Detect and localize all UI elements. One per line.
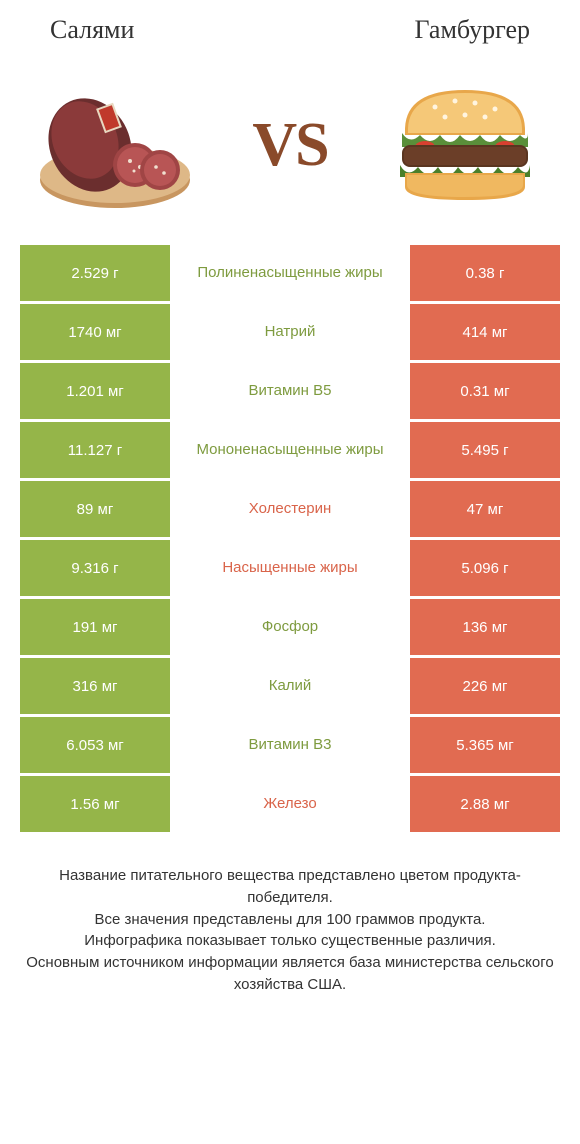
- right-value-cell: 226 мг: [410, 658, 560, 714]
- burger-image: [380, 75, 550, 215]
- table-row: 89 мгХолестерин47 мг: [20, 481, 560, 537]
- left-value-cell: 11.127 г: [20, 422, 170, 478]
- nutrient-label: Железо: [170, 776, 410, 832]
- vs-label: VS: [252, 110, 327, 181]
- table-row: 1.56 мгЖелезо2.88 мг: [20, 776, 560, 832]
- table-row: 9.316 гНасыщенные жиры5.096 г: [20, 540, 560, 596]
- nutrient-label: Насыщенные жиры: [170, 540, 410, 596]
- footnote: Название питательного вещества представл…: [0, 835, 580, 996]
- right-value-cell: 136 мг: [410, 599, 560, 655]
- right-value-cell: 5.495 г: [410, 422, 560, 478]
- right-value-cell: 0.31 мг: [410, 363, 560, 419]
- left-value-cell: 9.316 г: [20, 540, 170, 596]
- nutrient-label: Мононенасыщенные жиры: [170, 422, 410, 478]
- nutrient-label: Витамин B3: [170, 717, 410, 773]
- nutrient-label: Холестерин: [170, 481, 410, 537]
- table-row: 11.127 гМононенасыщенные жиры5.495 г: [20, 422, 560, 478]
- header: Салями Гамбургер: [0, 0, 580, 55]
- table-row: 316 мгКалий226 мг: [20, 658, 560, 714]
- right-food-title: Гамбургер: [415, 15, 530, 45]
- left-value-cell: 1.56 мг: [20, 776, 170, 832]
- comparison-table: 2.529 гПолиненасыщенные жиры0.38 г1740 м…: [0, 245, 580, 832]
- right-value-cell: 0.38 г: [410, 245, 560, 301]
- footnote-line: Основным источником информации является …: [25, 952, 555, 996]
- nutrient-label: Калий: [170, 658, 410, 714]
- right-value-cell: 414 мг: [410, 304, 560, 360]
- table-row: 1.201 мгВитамин B50.31 мг: [20, 363, 560, 419]
- left-value-cell: 6.053 мг: [20, 717, 170, 773]
- table-row: 191 мгФосфор136 мг: [20, 599, 560, 655]
- footnote-line: Все значения представлены для 100 граммо…: [25, 909, 555, 931]
- right-value-cell: 47 мг: [410, 481, 560, 537]
- left-value-cell: 316 мг: [20, 658, 170, 714]
- left-value-cell: 1.201 мг: [20, 363, 170, 419]
- table-row: 2.529 гПолиненасыщенные жиры0.38 г: [20, 245, 560, 301]
- table-row: 1740 мгНатрий414 мг: [20, 304, 560, 360]
- left-value-cell: 2.529 г: [20, 245, 170, 301]
- hero-row: VS: [0, 55, 580, 245]
- footnote-line: Название питательного вещества представл…: [25, 865, 555, 909]
- right-value-cell: 5.096 г: [410, 540, 560, 596]
- nutrient-label: Витамин B5: [170, 363, 410, 419]
- nutrient-label: Полиненасыщенные жиры: [170, 245, 410, 301]
- left-food-title: Салями: [50, 15, 134, 45]
- table-row: 6.053 мгВитамин B35.365 мг: [20, 717, 560, 773]
- salami-image: [30, 75, 200, 215]
- footnote-line: Инфографика показывает только существенн…: [25, 930, 555, 952]
- left-value-cell: 89 мг: [20, 481, 170, 537]
- right-value-cell: 5.365 мг: [410, 717, 560, 773]
- left-value-cell: 1740 мг: [20, 304, 170, 360]
- right-value-cell: 2.88 мг: [410, 776, 560, 832]
- nutrient-label: Фосфор: [170, 599, 410, 655]
- nutrient-label: Натрий: [170, 304, 410, 360]
- left-value-cell: 191 мг: [20, 599, 170, 655]
